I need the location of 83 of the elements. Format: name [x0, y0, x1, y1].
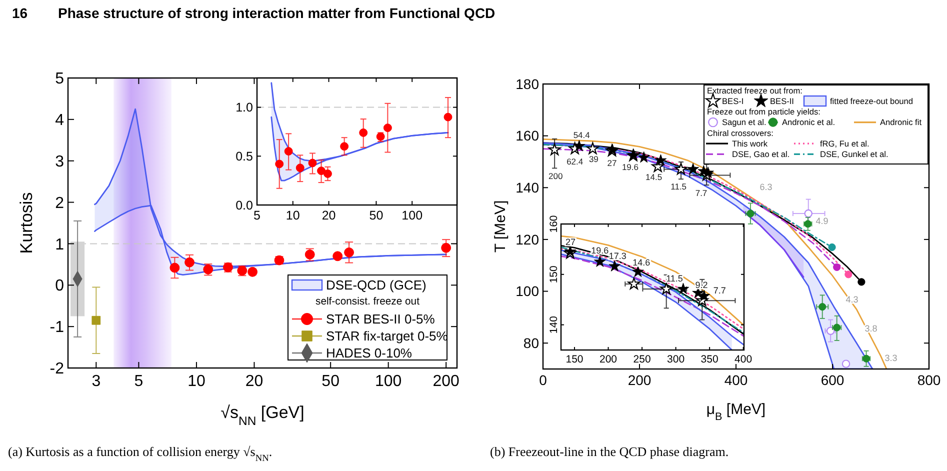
x-tick-label: 400 [734, 354, 752, 366]
annotation: 62.4 [566, 156, 584, 166]
x-tick-label: 20 [322, 208, 336, 222]
legend-label: STAR BES-II 0-5% [326, 312, 436, 327]
annotation: 200 [548, 170, 563, 181]
x-tick-label: 3 [92, 373, 101, 390]
annotation: Freeze out from particle yields: [707, 106, 820, 117]
y-tick-label: 160 [548, 215, 560, 233]
annotation: 7.7 [695, 188, 708, 198]
text: 16 [12, 5, 28, 21]
legend-label: Andronic fit [880, 117, 922, 128]
y-tick-label: 160 [516, 128, 540, 144]
y-tick-label: 3 [55, 153, 64, 170]
x-axis-title: μ$_{B}$ [MeV] [706, 401, 766, 423]
x-tick-label: 200 [600, 354, 618, 366]
annotation: 19.6 [591, 245, 609, 256]
y-tick-label: 140 [548, 316, 560, 334]
legend-label: STAR fix-target 0-5% [326, 328, 448, 344]
annotation: Chiral crossovers: [707, 128, 774, 138]
y-tick-label: 0 [55, 278, 64, 295]
annotation: 6.3 [760, 182, 772, 192]
x-tick-label: 10 [188, 373, 206, 390]
y-tick-label: 1 [55, 236, 64, 254]
x-tick-label: 20 [245, 373, 264, 390]
y-axis-title: Kurtosis [17, 192, 36, 254]
legend-label: This work [732, 138, 768, 148]
legend-label: DSE, Gunkel et al. [820, 149, 888, 160]
y-tick-label: 1.0 [236, 100, 254, 115]
x-tick-label: 10 [286, 208, 300, 222]
legend-label: BES-II [770, 96, 794, 106]
chart-title: Phase structure of strong interaction matter from Functional QCD [58, 5, 496, 21]
legend-label: HADES 0-10% [326, 346, 412, 361]
y-tick-label: -2 [50, 360, 64, 378]
annotation: 14.5 [646, 172, 662, 182]
y-tick-label: 4 [55, 112, 64, 130]
annotation: 4.9 [816, 216, 828, 226]
y-axis-title: T [MeV] [492, 200, 509, 253]
annotation: 19.6 [622, 162, 639, 172]
x-tick-label: 100 [374, 373, 402, 390]
legend-label: Sagun et al. [722, 117, 766, 128]
y-tick-label: 80 [523, 334, 540, 351]
x-tick-label: 200 [432, 373, 460, 390]
x-tick-label: 400 [724, 372, 748, 388]
legend-label: fRG, Fu et al. [820, 138, 870, 148]
y-tick-label: 140 [516, 180, 540, 196]
legend-label: DSE-QCD (GCE) self-consist. freeze out [316, 278, 426, 308]
x-tick-label: 350 [700, 354, 718, 366]
text: (a) Kurtosis as a function of collision energy √s$_{NN}$. [8, 444, 272, 464]
annotation: 27 [565, 236, 576, 247]
y-tick-label: -1 [50, 319, 64, 336]
y-tick-label: 180 [516, 76, 540, 92]
x-tick-label: 150 [566, 354, 584, 366]
y-tick-label: 120 [516, 231, 540, 248]
x-tick-label: 600 [820, 372, 844, 388]
legend-label: BES-I [722, 96, 744, 106]
annotation: Extracted freeze out from: [707, 85, 802, 96]
annotation: 27 [607, 158, 617, 168]
x-tick-label: 50 [369, 208, 384, 222]
annotation: 11.5 [670, 181, 687, 192]
y-tick-label: 2 [55, 194, 64, 212]
x-tick-label: 50 [322, 373, 340, 390]
y-tick-label: 100 [516, 283, 540, 300]
legend-label: DSE, Gao et al. [732, 149, 790, 160]
legend-label: Andronic et al. [782, 117, 836, 128]
annotation: 39 [588, 154, 599, 164]
y-tick-label: 0.5 [236, 150, 254, 164]
annotation: 17.3 [608, 250, 626, 261]
y-tick-label: 5 [55, 70, 64, 88]
x-tick-label: 200 [628, 372, 652, 388]
x-tick-label: 100 [402, 208, 423, 222]
x-tick-label: 800 [917, 372, 941, 388]
x-tick-label: 300 [667, 354, 685, 366]
legend-label: fitted freeze-out bound [830, 96, 914, 106]
annotation: 54.4 [573, 130, 590, 140]
annotation: 7.7 [713, 286, 726, 296]
x-tick-label: 5 [134, 373, 144, 390]
annotation: 3.3 [884, 352, 898, 363]
annotation: 14.6 [632, 257, 650, 268]
y-tick-label: 0.0 [236, 198, 254, 212]
x-axis-title: √s$_{NN}$ [GeV] [220, 403, 304, 428]
y-tick-label: 150 [548, 265, 560, 284]
text: (b) Freezeout-line in the QCD phase diagram. [490, 444, 729, 459]
x-tick-label: 250 [633, 354, 651, 366]
